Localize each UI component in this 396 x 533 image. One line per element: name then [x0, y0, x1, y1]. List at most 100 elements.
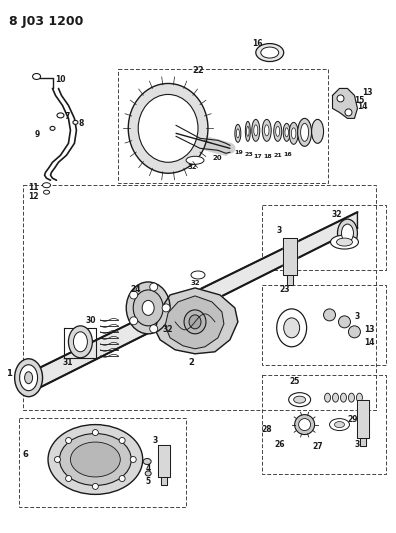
Ellipse shape [337, 238, 352, 246]
Ellipse shape [274, 122, 282, 141]
Ellipse shape [341, 224, 354, 242]
Text: 2: 2 [188, 358, 194, 367]
Ellipse shape [32, 74, 40, 79]
Circle shape [348, 326, 360, 338]
Ellipse shape [25, 372, 32, 384]
Ellipse shape [276, 126, 280, 136]
Ellipse shape [236, 129, 239, 138]
Ellipse shape [191, 271, 205, 279]
Ellipse shape [333, 393, 339, 402]
Text: 5: 5 [146, 478, 151, 487]
Text: 4: 4 [146, 464, 151, 473]
Circle shape [150, 283, 158, 291]
Text: 14: 14 [358, 102, 368, 111]
Ellipse shape [186, 156, 204, 164]
Text: 12: 12 [29, 192, 39, 201]
Ellipse shape [50, 126, 55, 131]
Ellipse shape [57, 113, 64, 118]
Circle shape [324, 309, 335, 321]
Polygon shape [358, 400, 369, 438]
Bar [262, 205, 386, 270]
Ellipse shape [247, 126, 249, 136]
Ellipse shape [73, 332, 88, 352]
Polygon shape [283, 238, 297, 275]
Text: 19: 19 [234, 150, 243, 155]
Ellipse shape [184, 310, 206, 334]
Ellipse shape [341, 393, 346, 402]
Ellipse shape [277, 309, 307, 347]
Ellipse shape [246, 122, 250, 141]
Circle shape [92, 430, 98, 435]
Ellipse shape [142, 301, 154, 316]
Polygon shape [333, 88, 358, 118]
Text: 3: 3 [354, 440, 360, 449]
Ellipse shape [189, 315, 201, 329]
Ellipse shape [356, 393, 362, 402]
Polygon shape [36, 212, 358, 390]
Text: 31: 31 [63, 358, 73, 367]
Text: 8: 8 [78, 119, 84, 128]
Ellipse shape [298, 118, 312, 147]
Polygon shape [161, 478, 167, 486]
Ellipse shape [133, 290, 163, 326]
Polygon shape [176, 125, 230, 155]
Circle shape [129, 317, 138, 325]
Text: 6: 6 [23, 449, 29, 458]
Bar [23, 185, 376, 410]
Ellipse shape [70, 442, 120, 477]
Text: 32: 32 [331, 210, 342, 219]
Ellipse shape [42, 183, 51, 188]
Polygon shape [158, 445, 170, 478]
Text: 16: 16 [253, 38, 263, 47]
Ellipse shape [284, 318, 300, 338]
Text: 23: 23 [244, 152, 253, 157]
Ellipse shape [312, 119, 324, 143]
Bar [19, 417, 186, 507]
Circle shape [337, 95, 344, 102]
Text: 3: 3 [152, 435, 158, 445]
Polygon shape [287, 275, 293, 285]
Text: 21: 21 [273, 154, 282, 158]
Text: 30: 30 [86, 316, 96, 325]
Circle shape [339, 316, 350, 328]
Ellipse shape [331, 235, 358, 249]
Circle shape [66, 438, 72, 443]
Circle shape [55, 456, 61, 463]
Ellipse shape [348, 393, 354, 402]
Text: 9: 9 [34, 131, 40, 139]
Circle shape [92, 483, 98, 489]
Ellipse shape [294, 396, 306, 403]
Ellipse shape [329, 418, 349, 431]
Circle shape [299, 418, 310, 431]
Text: 26: 26 [274, 440, 285, 449]
Ellipse shape [138, 94, 198, 162]
Ellipse shape [291, 128, 296, 139]
Ellipse shape [15, 359, 42, 397]
Text: 29: 29 [347, 415, 358, 424]
Ellipse shape [48, 425, 143, 495]
Text: 13: 13 [364, 325, 375, 334]
Text: 8 J03 1200: 8 J03 1200 [9, 15, 83, 28]
Text: 27: 27 [312, 441, 323, 450]
Ellipse shape [254, 125, 258, 136]
Ellipse shape [256, 44, 284, 61]
Text: 24: 24 [130, 285, 141, 294]
Ellipse shape [335, 422, 345, 427]
Text: 13: 13 [362, 88, 373, 98]
Ellipse shape [295, 415, 314, 434]
Text: 10: 10 [55, 75, 66, 84]
Polygon shape [165, 296, 224, 349]
Ellipse shape [289, 393, 310, 407]
Text: 18: 18 [263, 154, 272, 159]
Ellipse shape [283, 123, 290, 141]
Text: 22: 22 [192, 66, 204, 75]
Bar [262, 285, 386, 365]
Text: 20: 20 [212, 155, 222, 161]
Text: 32: 32 [190, 280, 200, 286]
Circle shape [66, 475, 72, 481]
Ellipse shape [69, 326, 92, 358]
Ellipse shape [20, 365, 38, 391]
Text: 11: 11 [29, 183, 39, 192]
Ellipse shape [265, 125, 269, 136]
Ellipse shape [261, 47, 279, 58]
